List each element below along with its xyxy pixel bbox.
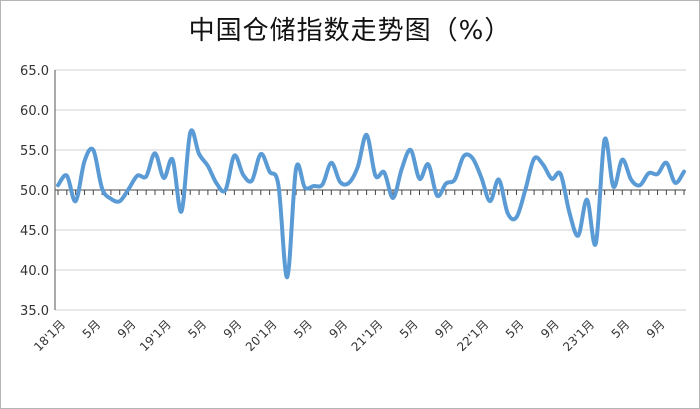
y-tick-label: 65.0	[20, 64, 49, 79]
x-tick-label: 5月	[80, 317, 104, 341]
x-tick-label: 23'1月	[560, 317, 597, 354]
x-tick-label: 5月	[397, 317, 421, 341]
x-tick-label: 9月	[644, 317, 668, 341]
x-tick-label: 9月	[221, 317, 245, 341]
x-tick-label: 9月	[538, 317, 562, 341]
x-tick-label: 19'1月	[137, 317, 174, 354]
y-tick-label: 40.0	[20, 264, 49, 279]
x-tick-label: 5月	[291, 317, 315, 341]
y-tick-label: 50.0	[20, 184, 49, 199]
x-tick-label: 9月	[432, 317, 456, 341]
x-tick-label: 5月	[609, 317, 633, 341]
x-tick-label: 5月	[503, 317, 527, 341]
y-tick-label: 35.0	[20, 304, 49, 319]
y-tick-label: 45.0	[20, 224, 49, 239]
x-tick-label: 20'1月	[243, 317, 280, 354]
x-tick-label: 22'1月	[454, 317, 491, 354]
series-line	[56, 128, 686, 280]
chart-title: 中国仓储指数走势图（%）	[188, 16, 512, 46]
x-tick-label: 18'1月	[31, 317, 68, 354]
y-tick-label: 60.0	[20, 104, 49, 119]
x-tick-label: 21'1月	[349, 317, 386, 354]
x-tick-label: 9月	[115, 317, 139, 341]
x-tick-label: 5月	[185, 317, 209, 341]
y-tick-label: 55.0	[20, 144, 49, 159]
x-tick-label: 9月	[326, 317, 350, 341]
